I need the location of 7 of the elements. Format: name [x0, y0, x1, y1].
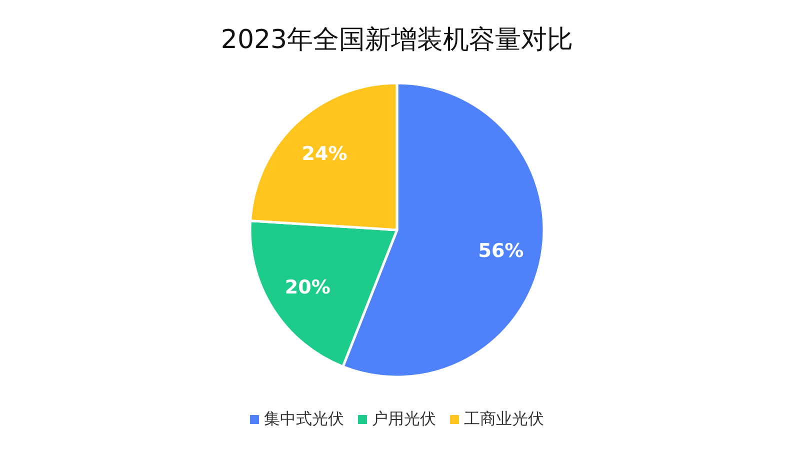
legend-label: 集中式光伏	[264, 409, 344, 428]
chart-title: 2023年全国新增装机容量对比	[220, 25, 574, 55]
legend-label: 工商业光伏	[464, 409, 544, 428]
legend-label: 户用光伏	[372, 409, 436, 428]
data-label: 56%	[478, 240, 524, 262]
data-label: 20%	[284, 276, 330, 299]
data-label: 24%	[302, 142, 348, 165]
